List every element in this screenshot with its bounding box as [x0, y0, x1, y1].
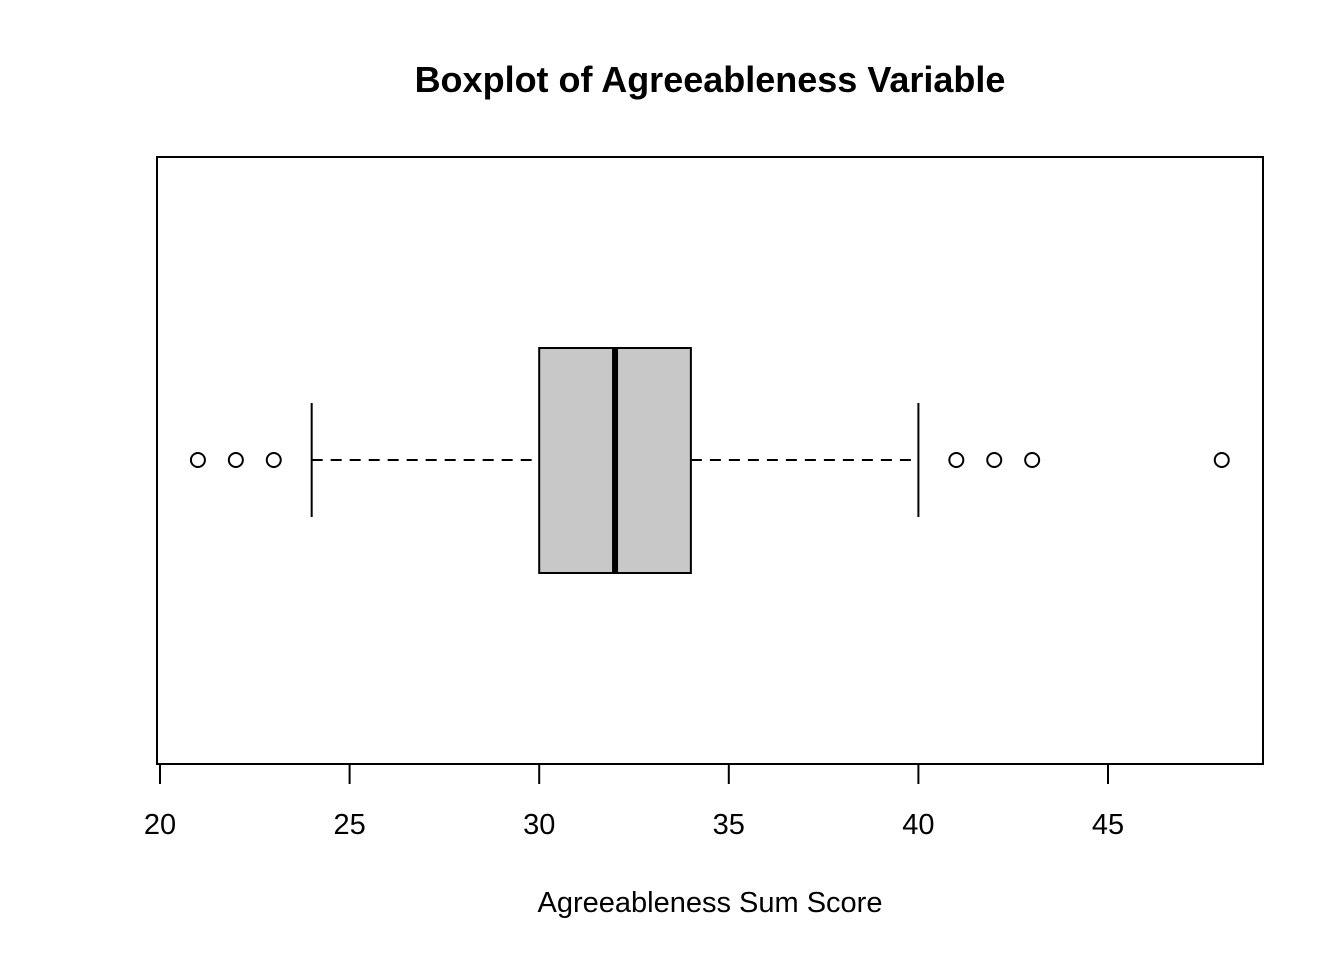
- outlier-point: [1024, 452, 1041, 468]
- outlier-point: [227, 452, 244, 468]
- x-tick-label: 45: [1092, 809, 1124, 841]
- outlier-point: [1213, 452, 1230, 468]
- chart-title: Boxplot of Agreeableness Variable: [415, 59, 1006, 100]
- x-tick-label: 30: [523, 809, 555, 841]
- x-tick-label: 35: [713, 809, 745, 841]
- x-axis-label: Agreeableness Sum Score: [538, 887, 883, 919]
- outlier-point: [986, 452, 1003, 468]
- outlier-point: [948, 452, 965, 468]
- chart-marks: [189, 347, 1230, 574]
- outlier-point: [265, 452, 282, 468]
- x-tick-label: 40: [902, 809, 934, 841]
- x-axis: 20 25 30 35 40 45: [144, 763, 1124, 841]
- x-tick-label: 20: [144, 809, 176, 841]
- x-tick-label: 25: [333, 809, 365, 841]
- outlier-point: [189, 452, 206, 468]
